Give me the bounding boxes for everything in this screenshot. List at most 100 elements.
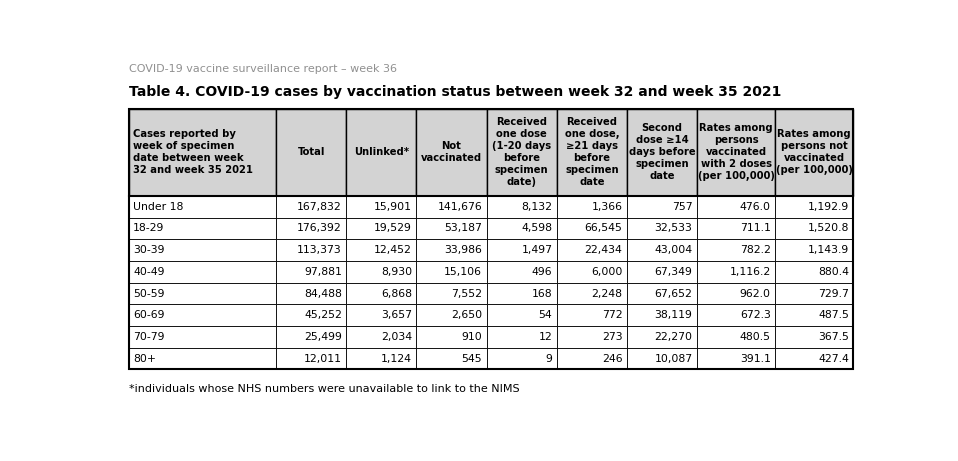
Bar (697, 304, 775, 326)
Text: 66,545: 66,545 (584, 224, 623, 234)
Text: 18-29: 18-29 (133, 224, 165, 234)
Text: Table 4. COVID-19 cases by vaccination status between week 32 and week 35 2021: Table 4. COVID-19 cases by vaccination s… (128, 85, 781, 100)
Text: 54: 54 (538, 310, 553, 320)
Text: 38,119: 38,119 (654, 310, 693, 320)
Text: Received
one dose,
≥21 days
before
specimen
date: Received one dose, ≥21 days before speci… (564, 117, 619, 187)
Bar (128, 196, 276, 218)
Bar (417, 304, 487, 326)
Text: Second
dose ≥14
days before
specimen
date: Second dose ≥14 days before specimen dat… (628, 123, 696, 181)
Bar (775, 326, 854, 348)
Bar (627, 196, 697, 218)
Bar (487, 218, 557, 239)
Text: 25,499: 25,499 (304, 332, 342, 342)
Bar (276, 283, 346, 304)
Text: 53,187: 53,187 (445, 224, 482, 234)
Bar (128, 108, 854, 369)
Text: 782.2: 782.2 (740, 245, 771, 255)
Bar (276, 261, 346, 283)
Bar (627, 326, 697, 348)
Bar (627, 218, 697, 239)
Text: 476.0: 476.0 (740, 202, 771, 212)
Text: 480.5: 480.5 (740, 332, 771, 342)
Bar (627, 261, 697, 283)
Bar (417, 348, 487, 369)
Bar (557, 239, 627, 261)
Text: 367.5: 367.5 (818, 332, 849, 342)
Text: 45,252: 45,252 (304, 310, 342, 320)
Text: 427.4: 427.4 (818, 354, 849, 364)
Bar (276, 304, 346, 326)
Text: 43,004: 43,004 (654, 245, 693, 255)
Text: 30-39: 30-39 (133, 245, 165, 255)
Text: 1,192.9: 1,192.9 (808, 202, 849, 212)
Bar (276, 218, 346, 239)
Bar (346, 326, 417, 348)
Bar (557, 326, 627, 348)
Text: 97,881: 97,881 (304, 267, 342, 277)
Bar (276, 326, 346, 348)
Bar (697, 218, 775, 239)
Bar (346, 261, 417, 283)
Bar (487, 304, 557, 326)
Bar (487, 348, 557, 369)
Text: 496: 496 (532, 267, 553, 277)
Bar (697, 283, 775, 304)
Text: 487.5: 487.5 (818, 310, 849, 320)
Bar (775, 218, 854, 239)
Bar (276, 108, 346, 196)
Bar (128, 261, 276, 283)
Text: Not
vaccinated: Not vaccinated (421, 141, 482, 163)
Text: Rates among
persons
vaccinated
with 2 doses
(per 100,000): Rates among persons vaccinated with 2 do… (697, 123, 775, 181)
Text: 67,349: 67,349 (654, 267, 693, 277)
Bar (627, 304, 697, 326)
Bar (417, 218, 487, 239)
Text: 757: 757 (672, 202, 693, 212)
Text: 2,650: 2,650 (451, 310, 482, 320)
Bar (128, 348, 276, 369)
Text: 1,116.2: 1,116.2 (729, 267, 771, 277)
Text: 391.1: 391.1 (740, 354, 771, 364)
Text: 1,124: 1,124 (381, 354, 412, 364)
Bar (128, 283, 276, 304)
Bar (557, 348, 627, 369)
Bar (775, 348, 854, 369)
Bar (128, 218, 276, 239)
Text: 67,652: 67,652 (654, 289, 693, 299)
Text: 32,533: 32,533 (654, 224, 693, 234)
Bar (557, 283, 627, 304)
Text: 4,598: 4,598 (521, 224, 553, 234)
Text: 70-79: 70-79 (133, 332, 165, 342)
Bar (775, 283, 854, 304)
Bar (775, 261, 854, 283)
Text: 2,248: 2,248 (591, 289, 623, 299)
Text: COVID-19 vaccine surveillance report – week 36: COVID-19 vaccine surveillance report – w… (128, 64, 397, 74)
Text: 6,000: 6,000 (591, 267, 623, 277)
Bar (697, 326, 775, 348)
Text: 15,901: 15,901 (374, 202, 412, 212)
Text: 3,657: 3,657 (381, 310, 412, 320)
Text: 962.0: 962.0 (740, 289, 771, 299)
Text: 12,011: 12,011 (304, 354, 342, 364)
Text: 8,930: 8,930 (381, 267, 412, 277)
Bar (487, 261, 557, 283)
Bar (697, 108, 775, 196)
Text: 80+: 80+ (133, 354, 156, 364)
Bar (346, 196, 417, 218)
Bar (346, 348, 417, 369)
Bar (697, 196, 775, 218)
Text: 8,132: 8,132 (521, 202, 553, 212)
Bar (417, 196, 487, 218)
Text: 113,373: 113,373 (297, 245, 342, 255)
Text: 12,452: 12,452 (375, 245, 412, 255)
Bar (276, 348, 346, 369)
Text: 22,270: 22,270 (654, 332, 693, 342)
Text: 33,986: 33,986 (445, 245, 482, 255)
Bar (627, 348, 697, 369)
Text: 40-49: 40-49 (133, 267, 165, 277)
Bar (775, 108, 854, 196)
Text: 12: 12 (538, 332, 553, 342)
Text: 19,529: 19,529 (375, 224, 412, 234)
Bar (775, 239, 854, 261)
Text: 9: 9 (545, 354, 553, 364)
Text: 729.7: 729.7 (818, 289, 849, 299)
